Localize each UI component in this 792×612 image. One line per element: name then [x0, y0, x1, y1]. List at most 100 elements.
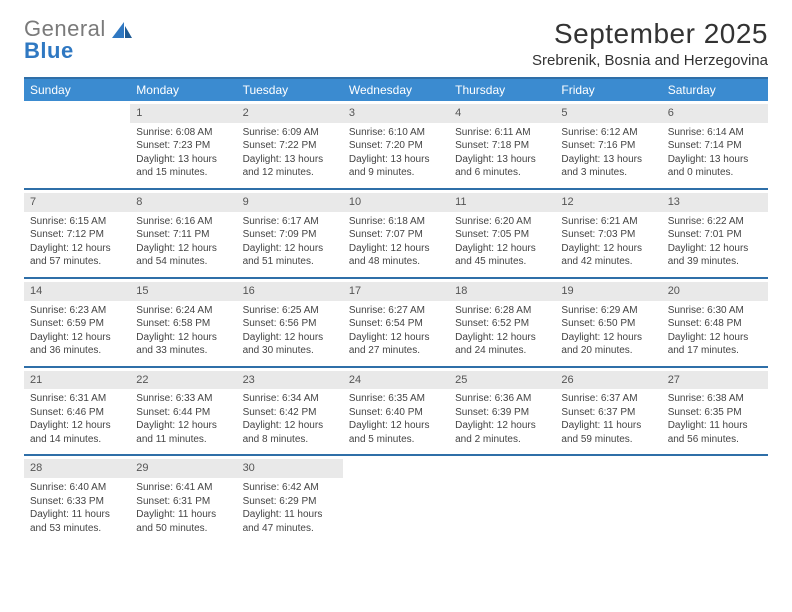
- calendar-week-row: 28Sunrise: 6:40 AMSunset: 6:33 PMDayligh…: [24, 455, 768, 543]
- calendar-cell: 15Sunrise: 6:24 AMSunset: 6:58 PMDayligh…: [130, 278, 236, 367]
- sunset-text: Sunset: 7:11 PM: [136, 228, 230, 242]
- weekday-header: Friday: [555, 79, 661, 101]
- daylight-text: Daylight: 12 hours and 27 minutes.: [349, 331, 443, 358]
- day-number: 20: [662, 282, 768, 301]
- daylight-text: Daylight: 12 hours and 8 minutes.: [243, 419, 337, 446]
- sunset-text: Sunset: 6:42 PM: [243, 406, 337, 420]
- sunrise-text: Sunrise: 6:11 AM: [455, 126, 549, 140]
- sunrise-text: Sunrise: 6:42 AM: [243, 481, 337, 495]
- calendar-cell: 10Sunrise: 6:18 AMSunset: 7:07 PMDayligh…: [343, 189, 449, 278]
- daylight-text: Daylight: 12 hours and 24 minutes.: [455, 331, 549, 358]
- daylight-text: Daylight: 13 hours and 12 minutes.: [243, 153, 337, 180]
- daylight-text: Daylight: 11 hours and 47 minutes.: [243, 508, 337, 535]
- calendar-week-row: 14Sunrise: 6:23 AMSunset: 6:59 PMDayligh…: [24, 278, 768, 367]
- calendar-body: 1Sunrise: 6:08 AMSunset: 7:23 PMDaylight…: [24, 101, 768, 543]
- calendar-cell: 23 Sunrise: 6:34 AMSunset: 6:42 PMDayligh…: [237, 367, 343, 456]
- logo: General Blue: [24, 18, 134, 62]
- sunrise-text: Sunrise: 6:12 AM: [561, 126, 655, 140]
- sunset-text: Sunset: 6:50 PM: [561, 317, 655, 331]
- sunset-text: Sunset: 6:33 PM: [30, 495, 124, 509]
- sunrise-text: Sunrise: 6:24 AM: [136, 304, 230, 318]
- topbar: General Blue September 2025 Srebrenik, B…: [24, 18, 768, 69]
- daylight-text: Daylight: 11 hours and 56 minutes.: [668, 419, 762, 446]
- sunrise-text: Sunrise: 6:33 AM: [136, 392, 230, 406]
- daylight-text: Daylight: 12 hours and 42 minutes.: [561, 242, 655, 269]
- calendar-week-row: 7 Sunrise: 6:15 AMSunset: 7:12 PM Daylight…: [24, 189, 768, 278]
- sunset-text: Sunset: 7:03 PM: [561, 228, 655, 242]
- sunrise-text: Sunrise: 6:21 AM: [561, 215, 655, 229]
- sunset-text: Sunset: 6:40 PM: [349, 406, 443, 420]
- daylight-text: Daylight: 12 hours and 11 minutes.: [136, 419, 230, 446]
- calendar-cell: 5Sunrise: 6:12 AMSunset: 7:16 PMDaylight…: [555, 101, 661, 189]
- day-number: 3: [343, 104, 449, 123]
- sunrise-text: Sunrise: 6:34 AM: [243, 392, 337, 406]
- calendar-cell: 20Sunrise: 6:30 AMSunset: 6:48 PMDayligh…: [662, 278, 768, 367]
- calendar-cell: [555, 455, 661, 543]
- sunset-text: Sunset: 7:20 PM: [349, 139, 443, 153]
- calendar-cell: 12 Sunrise: 6:21 AMSunset: 7:03 PMDayligh…: [555, 189, 661, 278]
- calendar-page: General Blue September 2025 Srebrenik, B…: [0, 0, 792, 543]
- daylight-text: Daylight: 12 hours and 17 minutes.: [668, 331, 762, 358]
- daylight-text: Daylight: 12 hours and 5 minutes.: [349, 419, 443, 446]
- weekday-header: Thursday: [449, 79, 555, 101]
- calendar-cell: [449, 455, 555, 543]
- sunset-text: Sunset: 6:39 PM: [455, 406, 549, 420]
- calendar-cell: 25Sunrise: 6:36 AMSunset: 6:39 PMDayligh…: [449, 367, 555, 456]
- sunset-text: Sunset: 6:58 PM: [136, 317, 230, 331]
- sunrise-text: Sunrise: 6:29 AM: [561, 304, 655, 318]
- sunrise-text: Sunrise: 6:40 AM: [30, 481, 124, 495]
- daylight-text: Daylight: 11 hours and 53 minutes.: [30, 508, 124, 535]
- weekday-header: Saturday: [662, 79, 768, 101]
- sunrise-text: Sunrise: 6:38 AM: [668, 392, 762, 406]
- calendar-cell: 8Sunrise: 6:16 AMSunset: 7:11 PMDaylight…: [130, 189, 236, 278]
- sunrise-text: Sunrise: 6:36 AM: [455, 392, 549, 406]
- calendar-cell: 7Sunrise: 6:15 AMSunset: 7:12 PMDaylight…: [24, 189, 130, 278]
- daylight-text: Daylight: 12 hours and 54 minutes.: [136, 242, 230, 269]
- day-number: 11: [449, 193, 555, 212]
- sunrise-text: Sunrise: 6:18 AM: [349, 215, 443, 229]
- sunrise-text: Sunrise: 6:15 AM: [30, 215, 124, 229]
- calendar-cell: 6Sunrise: 6:14 AMSunset: 7:14 PMDaylight…: [662, 101, 768, 189]
- calendar-cell: 11Sunrise: 6:20 AMSunset: 7:05 PMDayligh…: [449, 189, 555, 278]
- calendar-week-row: 21Sunrise: 6:31 AMSunset: 6:46 PMDayligh…: [24, 367, 768, 456]
- calendar-cell: [343, 455, 449, 543]
- sail-icon: [110, 20, 134, 40]
- sunset-text: Sunset: 6:31 PM: [136, 495, 230, 509]
- daylight-text: Daylight: 11 hours and 59 minutes.: [561, 419, 655, 446]
- location-subtitle: Srebrenik, Bosnia and Herzegovina: [532, 52, 768, 69]
- calendar-cell: 2Sunrise: 6:09 AMSunset: 7:22 PMDaylight…: [237, 101, 343, 189]
- day-number: 25: [449, 371, 555, 390]
- day-number: 21: [24, 371, 130, 390]
- day-number: 27: [662, 371, 768, 390]
- day-number: 26: [555, 371, 661, 390]
- calendar-cell: 21Sunrise: 6:31 AMSunset: 6:46 PMDayligh…: [24, 367, 130, 456]
- day-number: 6: [662, 104, 768, 123]
- sunset-text: Sunset: 7:12 PM: [30, 228, 124, 242]
- sunrise-text: Sunrise: 6:37 AM: [561, 392, 655, 406]
- day-number: 7: [24, 193, 130, 212]
- daylight-text: Daylight: 12 hours and 33 minutes.: [136, 331, 230, 358]
- sunset-text: Sunset: 7:14 PM: [668, 139, 762, 153]
- calendar-cell: 13Sunrise: 6:22 AMSunset: 7:01 PMDayligh…: [662, 189, 768, 278]
- logo-text: General Blue: [24, 18, 106, 62]
- daylight-text: Daylight: 12 hours and 36 minutes.: [30, 331, 124, 358]
- daylight-text: Daylight: 13 hours and 3 minutes.: [561, 153, 655, 180]
- sunset-text: Sunset: 7:22 PM: [243, 139, 337, 153]
- calendar-cell: 29Sunrise: 6:41 AMSunset: 6:31 PMDayligh…: [130, 455, 236, 543]
- day-number: 17: [343, 282, 449, 301]
- sunset-text: Sunset: 6:52 PM: [455, 317, 549, 331]
- calendar-cell: 4Sunrise: 6:11 AMSunset: 7:18 PMDaylight…: [449, 101, 555, 189]
- daylight-text: Daylight: 13 hours and 9 minutes.: [349, 153, 443, 180]
- calendar-cell: 3Sunrise: 6:10 AMSunset: 7:20 PMDaylight…: [343, 101, 449, 189]
- weekday-header: Monday: [130, 79, 236, 101]
- day-number: 12: [555, 193, 661, 212]
- sunset-text: Sunset: 6:56 PM: [243, 317, 337, 331]
- day-number: 24: [343, 371, 449, 390]
- day-number: 23: [237, 371, 343, 390]
- calendar-cell: 9Sunrise: 6:17 AMSunset: 7:09 PMDaylight…: [237, 189, 343, 278]
- sunrise-text: Sunrise: 6:23 AM: [30, 304, 124, 318]
- sunset-text: Sunset: 7:01 PM: [668, 228, 762, 242]
- calendar-cell: 19Sunrise: 6:29 AMSunset: 6:50 PMDayligh…: [555, 278, 661, 367]
- sunset-text: Sunset: 7:16 PM: [561, 139, 655, 153]
- daylight-text: Daylight: 13 hours and 15 minutes.: [136, 153, 230, 180]
